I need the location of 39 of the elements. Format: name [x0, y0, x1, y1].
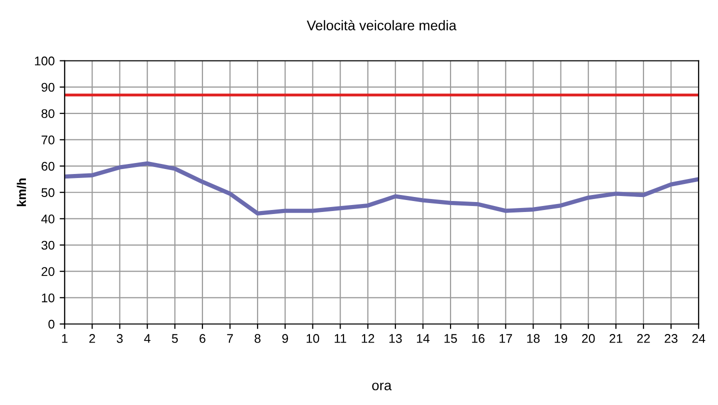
y-tick-label: 70	[42, 136, 54, 144]
x-axis-title: ora	[372, 382, 392, 390]
x-tick-label: 6	[200, 334, 206, 343]
y-tick-label: 80	[42, 109, 54, 118]
x-tick-label: 10	[306, 334, 320, 343]
x-tick-label: 8	[254, 334, 261, 343]
x-tick-label: 3	[116, 334, 123, 343]
x-tick-label: 21	[610, 334, 622, 343]
y-tick-label: 100	[34, 56, 54, 66]
x-tick-label: 4	[144, 334, 150, 343]
x-tick-label: 13	[389, 334, 402, 343]
line-series	[64, 161, 699, 216]
x-tick-label: 1	[62, 334, 68, 343]
x-tick-label: 12	[362, 334, 374, 343]
y-axis-title: km/h	[16, 178, 26, 206]
x-tick-label: 9	[282, 334, 288, 343]
y-tick-label: 90	[42, 82, 54, 92]
x-tick-label: 20	[582, 334, 595, 343]
x-tick-label: 18	[527, 334, 540, 343]
x-tick-label: 17	[500, 334, 512, 343]
x-tick-label: 16	[472, 334, 484, 343]
x-tick-label: 11	[334, 334, 346, 343]
y-tick-label: 10	[42, 293, 54, 302]
x-tick-label: 7	[227, 334, 233, 343]
x-tick-label: 23	[664, 334, 678, 343]
chart-title: Velocità veicolare media	[306, 20, 457, 30]
y-tick-label: 30	[41, 240, 54, 250]
x-tick-label: 14	[416, 334, 430, 343]
x-tick-label: 19	[554, 334, 568, 343]
y-tick-label: 20	[42, 267, 54, 276]
y-tick-label: 40	[41, 214, 54, 224]
y-tick-label: 50	[41, 188, 54, 198]
x-tick-label: 22	[637, 334, 650, 343]
x-tick-label: 15	[444, 334, 457, 343]
x-tick-label: 2	[89, 334, 96, 343]
x-tick-label: 24	[692, 334, 706, 343]
y-tick-label: 60	[42, 162, 54, 171]
x-tick-label: 5	[172, 334, 178, 343]
y-tick-label: 0	[48, 320, 54, 329]
